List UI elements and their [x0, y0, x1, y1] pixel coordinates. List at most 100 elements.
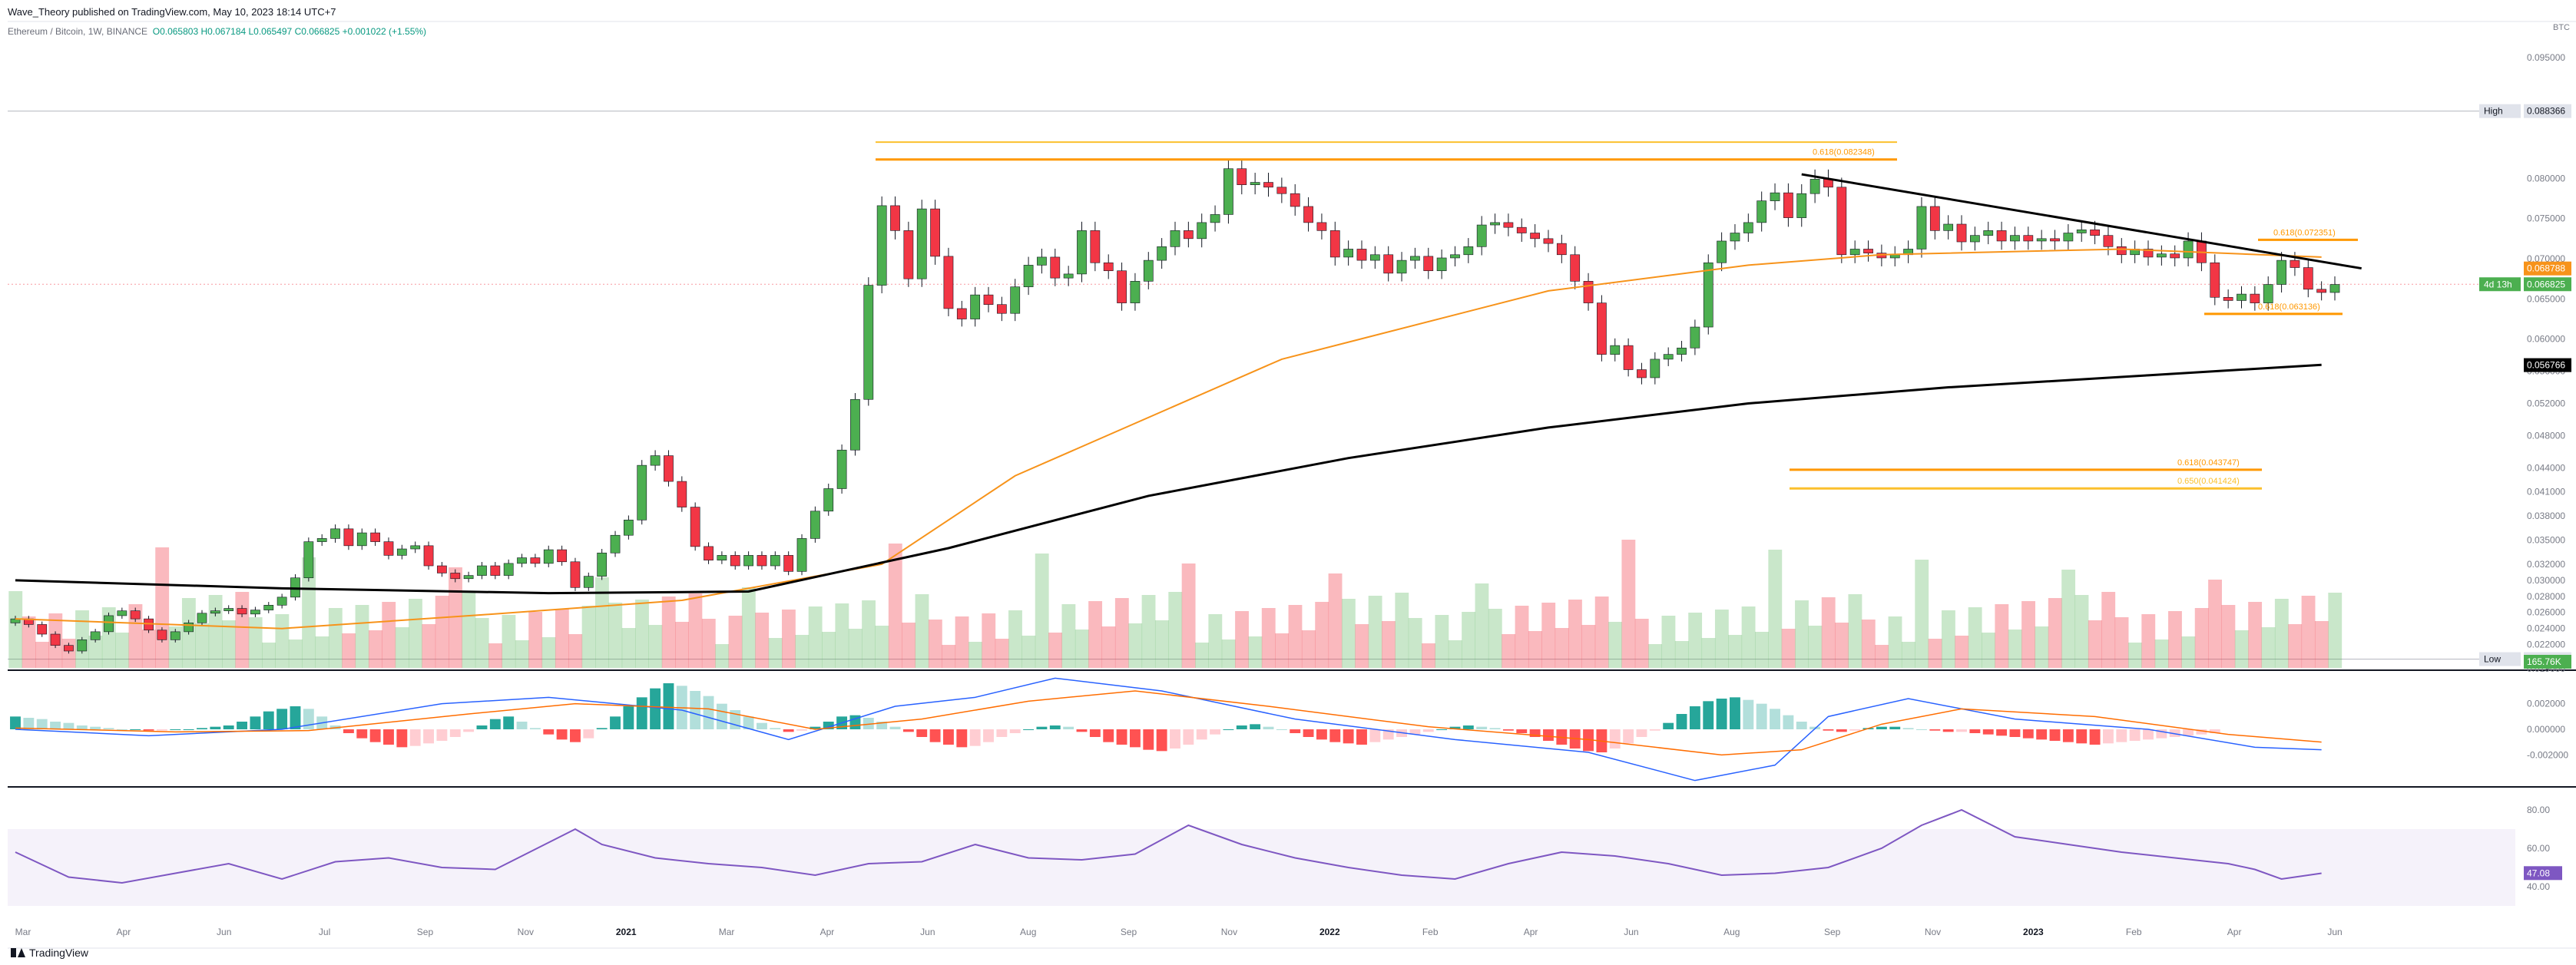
volume-bar [1728, 635, 1743, 668]
price-tag-label: High [2484, 106, 2503, 117]
macd-histogram-bar [1516, 729, 1528, 733]
macd-histogram-bar [170, 729, 181, 730]
candle-body [2050, 238, 2060, 242]
candle-body [1863, 249, 1873, 253]
candle-body [610, 534, 621, 554]
volume-bar [1955, 636, 1969, 668]
volume-bar [1235, 611, 1249, 668]
price-tag-label: 4d 13h [2484, 279, 2512, 289]
volume-bar [1714, 610, 1729, 668]
volume-bar [1755, 632, 1769, 668]
price-axis-tick: 0.030000 [2527, 575, 2565, 586]
volume-bar [715, 644, 730, 668]
volume-bar [1888, 616, 1902, 668]
candle-body [1809, 179, 1820, 194]
macd-histogram-bar [369, 729, 381, 742]
price-axis-tick: 0.028000 [2527, 591, 2565, 602]
volume-bar [968, 642, 982, 668]
macd-histogram-bar [1476, 726, 1488, 729]
volume-bar [1448, 640, 1462, 668]
macd-histogram-bar [103, 728, 114, 729]
time-axis-tick: Aug [1020, 927, 1036, 937]
candle-body [1730, 233, 1740, 242]
volume-bar [2181, 636, 2196, 668]
macd-histogram-bar [1409, 729, 1421, 735]
price-tag [2524, 358, 2571, 372]
candle-body [970, 294, 981, 319]
volume-bar [515, 640, 529, 668]
macd-axis-tick: 0.002000 [2527, 699, 2565, 709]
macd-histogram-bar [276, 709, 288, 729]
candle-body [1276, 187, 1287, 194]
volume-bar [2088, 620, 2102, 668]
macd-histogram-bar [1703, 701, 1714, 729]
macd-axis-tick: 0.000000 [2527, 724, 2565, 735]
time-axis-tick: Apr [2227, 927, 2242, 937]
fib-level-label: 0.618(0.063136) [2258, 302, 2320, 312]
macd-histogram-bar [2183, 729, 2194, 736]
price-tag-value: 165.76K [2527, 656, 2561, 667]
volume-bar [1621, 540, 1636, 668]
candle-body [2036, 238, 2047, 242]
macd-histogram-bar [1796, 722, 1807, 729]
volume-bar [88, 636, 103, 668]
volume-bar [1128, 623, 1143, 668]
candle-body [50, 633, 61, 646]
candle-body [2156, 253, 2167, 258]
time-axis-tick: Jun [920, 927, 935, 937]
time-axis-tick: Sep [1121, 927, 1137, 937]
time-axis-tick: Apr [117, 927, 131, 937]
candle-body [863, 285, 874, 400]
volume-bar [2261, 627, 2276, 668]
macd-histogram-bar [1276, 729, 1287, 730]
volume-bar [1502, 634, 1516, 668]
candle-body [624, 520, 634, 536]
candle-body [1383, 254, 1394, 274]
fib-level-label: 0.618(0.043747) [2177, 458, 2240, 468]
symbol-title[interactable]: Ethereum / Bitcoin, 1W, BINANCE [8, 26, 148, 37]
macd-histogram-bar [2062, 729, 2074, 742]
macd-histogram-bar [543, 729, 555, 735]
volume-bar [475, 618, 489, 668]
volume-bar [1315, 602, 1329, 668]
volume-bar [2035, 626, 2049, 668]
candle-body [2263, 284, 2273, 303]
volume-bar [1021, 636, 1036, 668]
tradingview-brand[interactable]: TradingView [11, 947, 88, 959]
macd-histogram-bar [1210, 729, 1221, 735]
volume-bar [2328, 593, 2343, 668]
macd-histogram-bar [356, 729, 368, 739]
macd-histogram-bar [90, 726, 101, 729]
candle-body [90, 631, 101, 640]
candle-body [1663, 354, 1674, 360]
ma-orange-line [15, 248, 2322, 630]
candle-body [2250, 293, 2260, 303]
macd-histogram-bar [210, 726, 221, 729]
volume-bar [1181, 563, 1196, 668]
candle-body [1343, 249, 1354, 258]
candle-body [903, 230, 914, 279]
macd-histogram-bar [290, 706, 301, 729]
macd-histogram-bar [1529, 729, 1541, 737]
candle-body [1476, 224, 1487, 247]
candle-body [437, 565, 447, 573]
time-axis-tick: Jul [319, 927, 330, 937]
volume-bar [1608, 622, 1622, 668]
fib-level-label: 0.618(0.082348) [1813, 148, 1875, 157]
candle-body [2076, 230, 2087, 233]
volume-bar [621, 628, 636, 668]
price-tag-value: 0.056766 [2527, 360, 2565, 371]
rsi-value-tag [2524, 866, 2562, 881]
macd-histogram-bar [503, 716, 515, 729]
time-axis-tick: Aug [1723, 927, 1740, 937]
volume-bar [795, 635, 810, 668]
volume-bar [1848, 594, 1862, 668]
volume-bar [555, 609, 569, 668]
candle-body [796, 538, 807, 572]
time-axis-tick: Feb [2126, 927, 2142, 937]
candle-body [1090, 230, 1101, 263]
macd-histogram-bar [156, 729, 167, 731]
macd-histogram-bar [1316, 729, 1327, 740]
macd-histogram-bar [1076, 729, 1088, 732]
volume-bar [2101, 592, 2116, 668]
